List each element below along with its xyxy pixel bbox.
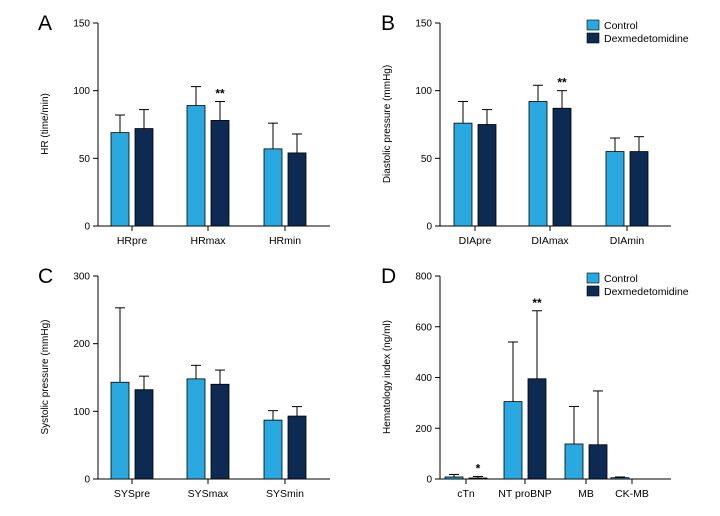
y-tick-label: 400 [415,373,432,384]
bar-control [444,476,464,480]
bar-dexmedetomidine [468,477,488,480]
significance-marker: * [476,461,481,475]
panel-a: A HR (time/min) 0 50 100 150 HRpre HRmax HRmin ** [38,12,330,247]
x-tick-label: HRmin [269,235,301,247]
x-tick-label: HRmax [190,235,226,247]
x-tick-label: DIApre [459,235,492,247]
significance-marker: ** [557,76,567,90]
y-tick-label: 100 [73,407,90,418]
bar-control [263,419,283,480]
y-tick-label: 150 [73,19,90,30]
y-tick-label: 50 [421,154,433,165]
x-tick-label: SYSmin [266,488,304,500]
x-tick-label: MB [578,488,594,500]
significance-marker: ** [215,86,225,100]
y-tick-label: 50 [79,154,91,165]
y-tick-label: 200 [415,424,432,435]
bar-control [564,443,584,480]
x-tick-label: NT proBNP [498,488,552,500]
x-tick-label: cTn [457,488,475,500]
panel-c: C Systolic pressure (mmHg) 0 100 200 300 SYSpr… [38,265,330,500]
bar-control [186,105,206,227]
legend-swatch-control [586,272,600,284]
bar-dexmedetomidine [629,151,649,227]
y-tick-label: 300 [73,272,90,283]
x-tick-label: CK-MB [615,488,649,500]
bar-control [263,148,283,227]
bar-dexmedetomidine [552,107,572,227]
y-tick-label: 100 [73,86,90,97]
x-tick-label: DIAmax [531,235,569,247]
panel-letter: A [38,12,52,35]
x-tick-label: HRpre [117,235,148,247]
bar-control [186,378,206,480]
x-tick-label: DIAmin [610,235,645,247]
bar-control [528,101,548,227]
y-tick-label: 0 [84,222,90,233]
bar-control [110,381,130,480]
y-axis-label: Diastolic pressure (mmHg) [382,65,393,183]
bar-dexmedetomidine [287,152,307,227]
legend-swatch-control [586,19,600,31]
y-tick-label: 800 [415,272,432,283]
bar-dexmedetomidine [210,120,230,227]
y-tick-label: 200 [73,339,90,350]
y-tick-label: 600 [415,322,432,333]
bar-dexmedetomidine [527,378,547,480]
y-tick-label: 100 [415,86,432,97]
bar-dexmedetomidine [588,444,608,480]
y-axis-label: Systolic pressure (mmHg) [40,319,51,434]
panel-letter: C [38,265,53,288]
legend-label: Control [604,273,638,285]
y-tick-label: 150 [415,19,432,30]
panel-letter: D [381,265,396,288]
significance-marker: ** [532,296,542,310]
bar-dexmedetomidine [287,415,307,480]
bar-dexmedetomidine [210,383,230,480]
bar-dexmedetomidine [134,128,154,227]
legend-label: Dexmedetomidine [604,286,689,298]
bar-control [503,401,523,480]
panel-d: D Hematology index (ng/ml) 0 200 400 600 800 cT… [381,265,689,500]
legend-swatch-dexmedetomidine [586,32,600,44]
legend-label: Dexmedetomidine [604,33,689,45]
bar-dexmedetomidine [477,124,497,227]
bar-control [453,122,473,227]
panel-letter: B [381,12,395,35]
x-tick-label: SYSpre [114,488,150,500]
legend-swatch-dexmedetomidine [586,285,600,297]
bar-control [605,151,625,227]
bar-dexmedetomidine [134,389,154,480]
y-axis-label: HR (time/min) [40,93,51,155]
panel-b: B Diastolic pressure (mmHg) 0 50 100 150 DIApr… [381,12,689,247]
bar-control [110,132,130,227]
y-tick-label: 0 [426,222,432,233]
y-tick-label: 0 [426,475,432,486]
bar-control [610,477,630,480]
y-axis-label: Hematology index (ng/ml) [382,320,393,434]
y-tick-label: 0 [84,475,90,486]
x-tick-label: SYSmax [188,488,230,500]
legend-label: Control [604,20,638,32]
